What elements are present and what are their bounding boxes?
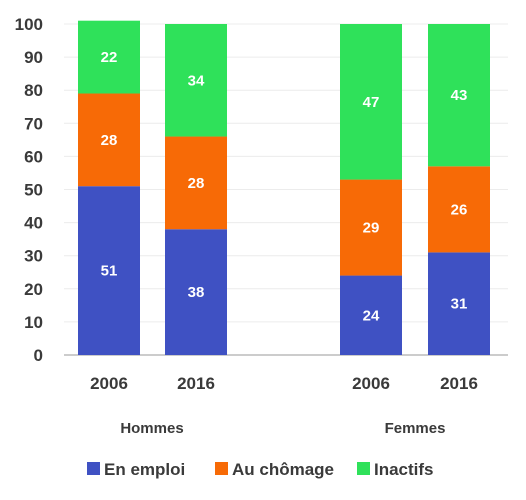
bar-value-label: 29 [363,220,380,237]
bar-value-label: 26 [451,201,468,218]
y-tick-label: 100 [15,15,43,34]
legend-item: En emploi [87,460,185,479]
y-tick-label: 80 [24,81,43,100]
y-tick-label: 90 [24,48,43,67]
legend-item: Inactifs [357,460,434,479]
y-axis-ticks: 0 10 20 30 40 50 60 70 80 90 100 [15,15,43,365]
x-category-label: 2006 [90,374,128,393]
bar-segment [78,93,140,187]
bar-segment [78,186,140,355]
bar-segment [78,20,140,94]
bar-value-label: 28 [188,175,205,192]
bar-segment [428,252,490,355]
legend: En emploi Au chômage Inactifs [87,460,434,479]
bar-segment [165,24,227,137]
y-tick-label: 20 [24,280,43,299]
y-tick-label: 60 [24,147,43,166]
bar-value-label: 28 [101,132,118,149]
y-tick-label: 40 [24,214,43,233]
x-category-label: 2006 [352,374,390,393]
legend-label: En emploi [104,460,185,479]
legend-swatch [357,462,370,475]
bar-segment [428,166,490,253]
bar-value-label: 31 [451,296,468,313]
bar-value-label: 47 [363,94,380,111]
bars: 51 28 22 38 28 34 24 29 47 31 26 43 [78,20,490,355]
bar-value-label: 51 [101,263,118,280]
group-label: Hommes [120,420,183,437]
bar-segment [165,136,227,230]
bar-segment [340,24,402,180]
bar-value-label: 43 [451,87,468,104]
legend-swatch [215,462,228,475]
x-axis-categories: 2006 2016 2006 2016 [90,374,478,393]
bar-segment [428,24,490,167]
legend-swatch [87,462,100,475]
legend-label: Inactifs [374,460,434,479]
x-category-label: 2016 [177,374,215,393]
legend-label: Au chômage [232,460,334,479]
y-tick-label: 10 [24,313,43,332]
legend-item: Au chômage [215,460,334,479]
y-tick-label: 70 [24,114,43,133]
bar-segment [165,229,227,355]
y-tick-label: 0 [34,346,43,365]
bar-value-label: 22 [101,49,118,66]
group-label: Femmes [385,420,446,437]
bar-value-label: 34 [188,72,205,89]
group-labels: Hommes Femmes [120,420,445,437]
x-category-label: 2016 [440,374,478,393]
y-tick-label: 30 [24,247,43,266]
bar-segment [340,179,402,276]
y-tick-label: 50 [24,181,43,200]
bar-value-label: 24 [363,307,380,324]
bar-segment [340,275,402,355]
bar-value-label: 38 [188,284,205,301]
